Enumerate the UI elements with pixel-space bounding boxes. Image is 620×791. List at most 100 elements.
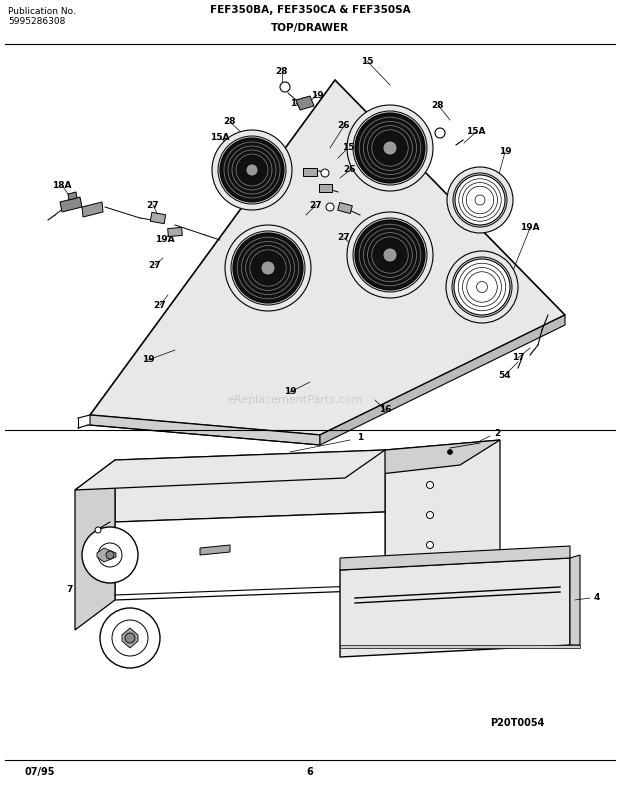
- Polygon shape: [90, 415, 320, 445]
- Circle shape: [355, 220, 425, 290]
- Circle shape: [455, 175, 505, 225]
- Circle shape: [100, 608, 160, 668]
- Circle shape: [446, 251, 518, 323]
- Circle shape: [477, 282, 487, 293]
- Bar: [338, 202, 352, 214]
- Circle shape: [321, 169, 329, 177]
- Polygon shape: [60, 197, 82, 212]
- Circle shape: [261, 261, 275, 275]
- Polygon shape: [75, 450, 385, 490]
- Circle shape: [218, 136, 286, 204]
- Text: 15A: 15A: [210, 134, 230, 142]
- Polygon shape: [90, 80, 565, 435]
- Circle shape: [125, 633, 135, 643]
- Text: 28: 28: [224, 118, 236, 127]
- Polygon shape: [340, 546, 570, 570]
- Text: eReplacementParts.com: eReplacementParts.com: [228, 395, 363, 405]
- Circle shape: [106, 551, 114, 559]
- Polygon shape: [82, 202, 103, 217]
- Text: 27: 27: [338, 233, 350, 243]
- Text: 16: 16: [379, 406, 391, 414]
- Circle shape: [95, 527, 101, 533]
- Polygon shape: [115, 512, 385, 600]
- Circle shape: [448, 449, 453, 455]
- Polygon shape: [200, 545, 230, 555]
- Text: 7: 7: [107, 551, 113, 561]
- Text: 26: 26: [338, 122, 350, 131]
- Text: 18A: 18A: [52, 180, 72, 190]
- Text: Publication No.: Publication No.: [8, 7, 76, 17]
- Polygon shape: [385, 440, 500, 580]
- Circle shape: [383, 248, 397, 262]
- Circle shape: [225, 225, 311, 311]
- Polygon shape: [320, 315, 565, 445]
- Bar: [319, 184, 332, 192]
- Text: 27: 27: [147, 200, 159, 210]
- Circle shape: [233, 233, 303, 303]
- Polygon shape: [570, 555, 580, 645]
- Circle shape: [427, 482, 433, 489]
- Bar: [303, 168, 317, 176]
- Text: 2: 2: [494, 429, 500, 437]
- Circle shape: [220, 138, 284, 202]
- Text: 19: 19: [284, 388, 296, 396]
- Text: 19A: 19A: [155, 236, 175, 244]
- Text: 6: 6: [307, 767, 313, 777]
- Circle shape: [383, 141, 397, 155]
- Text: 54: 54: [498, 370, 511, 380]
- Text: 1: 1: [357, 433, 363, 441]
- Circle shape: [212, 130, 292, 210]
- Text: 15: 15: [342, 143, 354, 153]
- Polygon shape: [75, 460, 115, 630]
- Circle shape: [454, 259, 510, 315]
- Text: 18: 18: [290, 100, 303, 108]
- Text: 27: 27: [154, 301, 166, 309]
- Circle shape: [353, 218, 427, 292]
- Polygon shape: [296, 96, 314, 110]
- Text: 15A: 15A: [466, 127, 485, 137]
- Polygon shape: [97, 548, 116, 562]
- Circle shape: [427, 512, 433, 518]
- Text: 15: 15: [361, 56, 373, 66]
- Circle shape: [355, 113, 425, 183]
- Text: 27: 27: [309, 200, 322, 210]
- Circle shape: [347, 212, 433, 298]
- Circle shape: [231, 231, 305, 305]
- Circle shape: [435, 128, 445, 138]
- Text: 28: 28: [432, 100, 445, 109]
- Circle shape: [347, 105, 433, 191]
- Polygon shape: [115, 450, 385, 522]
- Polygon shape: [340, 558, 570, 657]
- Circle shape: [453, 173, 507, 227]
- Circle shape: [326, 203, 334, 211]
- Circle shape: [112, 620, 148, 656]
- Circle shape: [427, 542, 433, 548]
- Bar: [150, 212, 166, 224]
- Polygon shape: [340, 645, 580, 648]
- Polygon shape: [122, 628, 138, 648]
- Circle shape: [475, 195, 485, 205]
- Text: FEF350BA, FEF350CA & FEF350SA: FEF350BA, FEF350CA & FEF350SA: [210, 5, 410, 15]
- Polygon shape: [345, 440, 500, 478]
- Circle shape: [353, 111, 427, 185]
- Text: 27: 27: [149, 260, 161, 270]
- Circle shape: [98, 543, 122, 567]
- Circle shape: [246, 164, 258, 176]
- Text: 19A: 19A: [520, 224, 540, 233]
- Circle shape: [447, 167, 513, 233]
- Text: 19: 19: [142, 355, 154, 365]
- Text: 5995286308: 5995286308: [8, 17, 65, 27]
- Circle shape: [82, 527, 138, 583]
- Text: 19: 19: [311, 90, 323, 100]
- Text: P20T0054: P20T0054: [490, 718, 544, 728]
- Text: 28: 28: [276, 67, 288, 77]
- Text: 17: 17: [512, 354, 525, 362]
- Circle shape: [452, 257, 512, 317]
- Text: 7: 7: [67, 585, 73, 595]
- Text: TOP/DRAWER: TOP/DRAWER: [271, 23, 349, 33]
- Bar: [167, 227, 182, 237]
- Text: 26: 26: [343, 165, 356, 175]
- Text: 07/95: 07/95: [25, 767, 55, 777]
- Circle shape: [280, 82, 290, 92]
- Text: 4: 4: [594, 593, 600, 603]
